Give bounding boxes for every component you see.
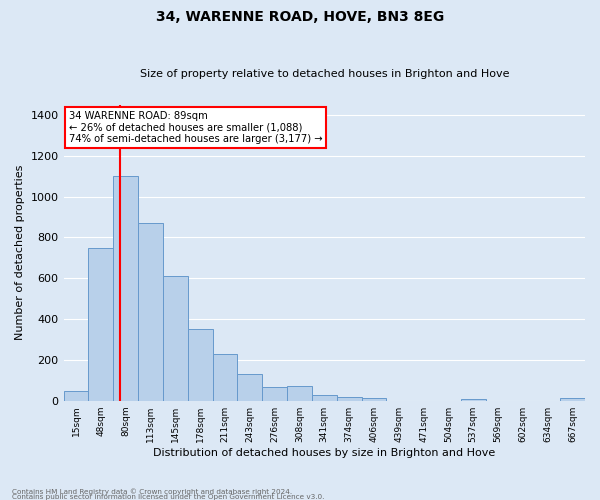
Bar [560, 398, 585, 400]
X-axis label: Distribution of detached houses by size in Brighton and Hove: Distribution of detached houses by size … [153, 448, 496, 458]
Bar [262, 388, 287, 400]
Title: Size of property relative to detached houses in Brighton and Hove: Size of property relative to detached ho… [140, 69, 509, 79]
Bar [312, 395, 337, 400]
Bar [362, 398, 386, 400]
Bar [238, 374, 262, 400]
Bar [64, 390, 88, 400]
Bar [461, 398, 485, 400]
Text: Contains public sector information licensed under the Open Government Licence v3: Contains public sector information licen… [12, 494, 325, 500]
Text: 34 WARENNE ROAD: 89sqm
← 26% of detached houses are smaller (1,088)
74% of semi-: 34 WARENNE ROAD: 89sqm ← 26% of detached… [69, 110, 322, 144]
Text: 34, WARENNE ROAD, HOVE, BN3 8EG: 34, WARENNE ROAD, HOVE, BN3 8EG [156, 10, 444, 24]
Bar [88, 248, 113, 400]
Bar [212, 354, 238, 401]
Bar [337, 396, 362, 400]
Text: Contains HM Land Registry data © Crown copyright and database right 2024.: Contains HM Land Registry data © Crown c… [12, 488, 292, 495]
Bar [188, 330, 212, 400]
Y-axis label: Number of detached properties: Number of detached properties [15, 165, 25, 340]
Bar [138, 223, 163, 400]
Bar [287, 386, 312, 400]
Bar [163, 276, 188, 400]
Bar [113, 176, 138, 400]
